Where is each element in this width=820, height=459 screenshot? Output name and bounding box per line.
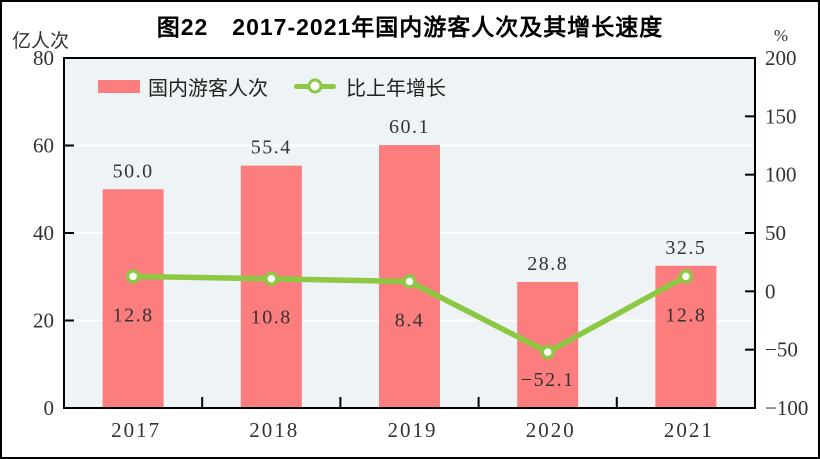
left-axis-unit-label: 亿人次 [12, 31, 70, 52]
legend-bar-swatch [98, 79, 140, 93]
line-value-label: 12.8 [113, 304, 154, 326]
left-tick-label: 60 [33, 134, 54, 158]
legend-bar-label: 国内游客人次 [148, 77, 268, 100]
right-tick-label: 50 [765, 221, 786, 245]
right-tick-label: 0 [765, 279, 776, 303]
bar-2017 [102, 189, 164, 408]
right-tick-label: 150 [765, 104, 797, 128]
left-tick-label: 20 [33, 309, 54, 333]
bar-value-label: 28.8 [527, 253, 568, 275]
x-category-label: 2017 [111, 418, 161, 442]
bar-2018 [240, 165, 302, 408]
right-tick-label: 100 [765, 163, 797, 187]
right-tick-label: −100 [765, 396, 808, 420]
line-value-label: 8.4 [395, 310, 425, 332]
legend-line-marker-icon [307, 78, 323, 94]
line-value-label: −52.1 [521, 369, 575, 391]
bar-value-label: 50.0 [113, 160, 154, 182]
line-value-label: 10.8 [251, 307, 292, 329]
legend-line-label: 比上年增长 [346, 77, 446, 100]
x-category-label: 2021 [664, 418, 714, 442]
line-value-label: 12.8 [665, 304, 706, 326]
right-axis-unit-label: % [773, 26, 788, 45]
plot-frame [63, 57, 756, 409]
bar-value-label: 32.5 [665, 237, 706, 259]
line-marker-2019 [402, 274, 417, 289]
right-tick-label: 200 [765, 46, 797, 70]
line-marker-2018 [264, 271, 279, 286]
legend: 国内游客人次 比上年增长 [98, 72, 446, 100]
left-tick-label: 80 [33, 46, 54, 70]
left-tick-label: 40 [33, 221, 54, 245]
bar-value-label: 55.4 [251, 137, 292, 159]
chart-title: 图22 2017-2021年国内游客人次及其增长速度 [156, 14, 664, 40]
x-category-label: 2019 [388, 418, 438, 442]
line-marker-2017 [125, 269, 141, 284]
line-marker-2020 [540, 344, 555, 360]
line-marker-2021 [678, 269, 694, 284]
legend-line-swatch [294, 78, 336, 94]
x-category-label: 2018 [249, 418, 299, 442]
bar-value-label: 60.1 [389, 116, 430, 138]
right-tick-label: −50 [765, 338, 798, 362]
left-tick-label: 0 [44, 396, 55, 420]
x-category-label: 2020 [526, 418, 576, 442]
